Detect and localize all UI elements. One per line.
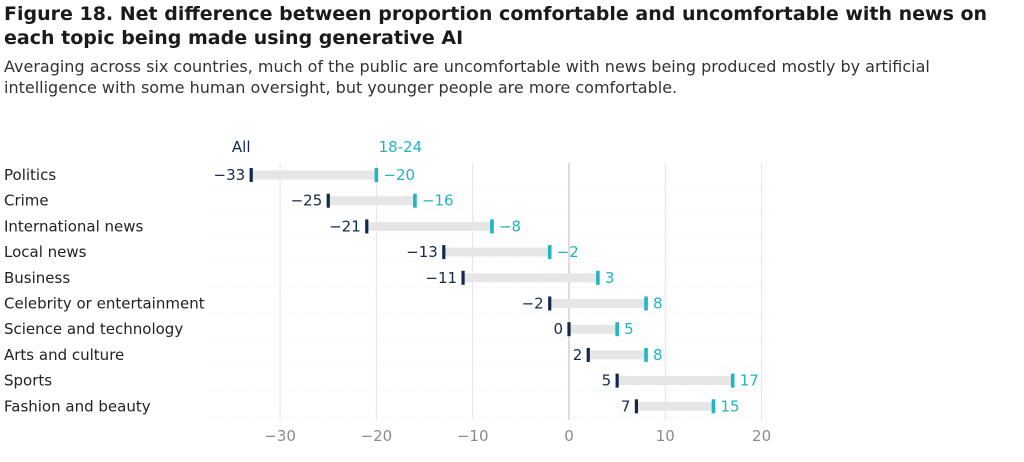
- marker-18-24: [596, 270, 600, 285]
- marker-18-24: [547, 245, 552, 260]
- marker-all: [586, 347, 590, 362]
- marker-18-24: [730, 373, 735, 388]
- legend: All 18-24: [232, 138, 422, 156]
- connector-bar: [328, 196, 415, 206]
- value-label-18-24: −16: [422, 192, 454, 210]
- category-label: Science and technology: [4, 320, 183, 338]
- value-label-all: −21: [329, 217, 361, 235]
- marker-all: [548, 296, 552, 311]
- connector-bar: [617, 376, 733, 386]
- value-label-all: −25: [291, 192, 323, 210]
- connector-bars: [251, 170, 733, 411]
- value-label-18-24: 3: [605, 269, 615, 287]
- x-tick-label: −10: [457, 427, 489, 445]
- category-labels: Politics Crime International news Local new…: [4, 166, 205, 415]
- marker-all: [634, 399, 639, 414]
- category-label: Politics: [4, 166, 56, 184]
- category-label: Business: [4, 269, 70, 287]
- chart-title: Figure 18. Net difference between propor…: [4, 3, 988, 49]
- value-label-all: 0: [553, 320, 563, 338]
- marker-18-24: [615, 322, 619, 337]
- category-label: Celebrity or entertainment: [4, 295, 205, 313]
- value-label-all: −11: [425, 269, 457, 287]
- marker-all: [249, 168, 253, 182]
- value-label-all: 7: [621, 397, 631, 415]
- marker-18-24: [644, 347, 648, 362]
- category-label: Arts and culture: [4, 346, 124, 364]
- x-tick-label: 10: [656, 427, 675, 445]
- connector-bar: [443, 247, 550, 257]
- value-label-18-24: 8: [653, 295, 663, 313]
- marker-all: [615, 373, 619, 388]
- value-label-18-24: 15: [720, 397, 739, 415]
- value-label-18-24: 8: [653, 346, 663, 364]
- marker-18-24: [374, 168, 379, 182]
- value-label-18-24: −20: [383, 166, 415, 184]
- category-label: Sports: [4, 372, 52, 390]
- connector-bar: [569, 324, 618, 334]
- value-label-all: 5: [602, 372, 612, 390]
- legend-label-all: All: [232, 138, 251, 156]
- x-axis-ticks: −30 −20 −10 0 10 20: [264, 427, 771, 445]
- value-label-18-24: 5: [624, 320, 634, 338]
- chart-subtitle: Averaging across six countries, much of …: [4, 57, 930, 97]
- x-tick-label: 0: [564, 427, 574, 445]
- x-tick-label: 20: [752, 427, 771, 445]
- value-label-all: −13: [406, 243, 438, 261]
- value-label-all: −2: [522, 295, 544, 313]
- x-tick-label: −20: [361, 427, 393, 445]
- connector-bar: [588, 350, 647, 360]
- marker-all: [365, 219, 369, 234]
- category-label: Fashion and beauty: [4, 397, 151, 415]
- row-guide-lines: [208, 184, 770, 417]
- connector-bar: [549, 299, 647, 308]
- value-label-18-24: −8: [499, 217, 521, 235]
- marker-18-24: [644, 296, 648, 311]
- marker-all: [326, 193, 330, 208]
- value-label-all: −33: [214, 166, 246, 184]
- marker-18-24: [490, 219, 494, 234]
- category-label: Local news: [4, 243, 87, 261]
- marker-18-24: [711, 399, 716, 414]
- marker-all: [461, 270, 465, 285]
- marker-all: [567, 322, 571, 337]
- marker-all: [442, 245, 446, 260]
- value-label-18-24: −2: [557, 243, 579, 261]
- connector-bar: [636, 401, 714, 411]
- value-labels: −33 −20 −25 −16 −21 −8 −13 −2 −11 3 −2 8 0 5 2 8 5 17 7 15: [214, 166, 759, 415]
- category-label: Crime: [4, 192, 49, 210]
- x-tick-label: −30: [264, 427, 296, 445]
- value-markers: [249, 168, 735, 414]
- connector-bar: [463, 273, 598, 283]
- value-label-all: 2: [573, 346, 583, 364]
- connector-bar: [251, 170, 377, 180]
- connector-bar: [366, 221, 492, 231]
- value-label-18-24: 17: [740, 372, 759, 390]
- marker-18-24: [413, 193, 417, 208]
- category-label: International news: [4, 217, 144, 235]
- legend-label-18-24: 18-24: [379, 138, 423, 156]
